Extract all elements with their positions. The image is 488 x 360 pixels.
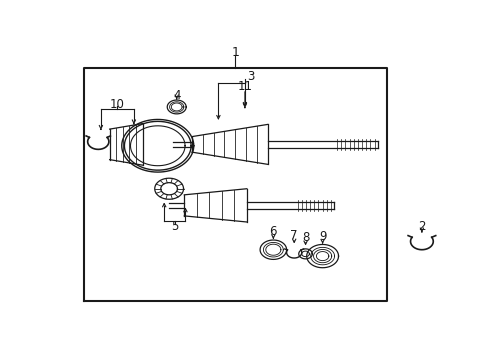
Text: 8: 8 bbox=[301, 231, 308, 244]
Text: 2: 2 bbox=[417, 220, 425, 233]
Text: 3: 3 bbox=[246, 70, 254, 83]
Text: 5: 5 bbox=[171, 220, 178, 233]
Text: 10: 10 bbox=[109, 98, 124, 111]
Text: 11: 11 bbox=[237, 80, 252, 93]
Text: 7: 7 bbox=[290, 229, 297, 242]
Text: 9: 9 bbox=[318, 230, 325, 243]
Text: 4: 4 bbox=[173, 89, 180, 102]
Text: 6: 6 bbox=[269, 225, 277, 238]
Text: 1: 1 bbox=[231, 46, 239, 59]
